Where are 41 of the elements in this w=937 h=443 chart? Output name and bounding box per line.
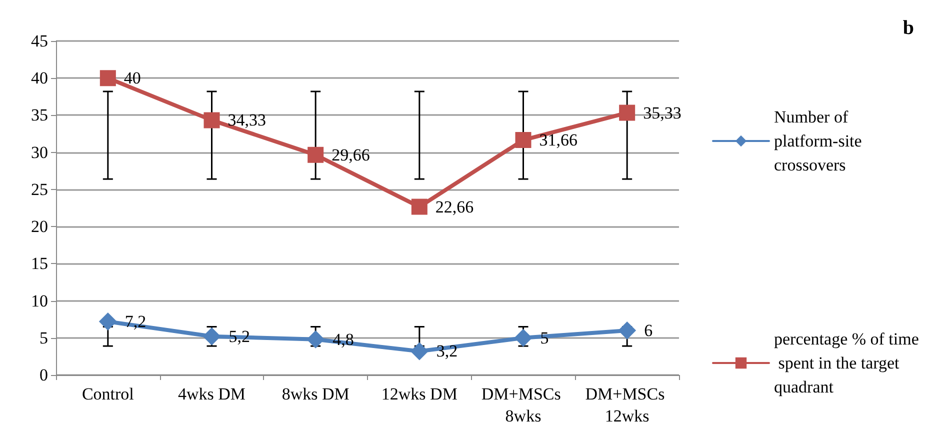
data-label: 40 bbox=[124, 68, 141, 88]
y-tick-label: 45 bbox=[31, 32, 48, 50]
data-label: 5 bbox=[540, 328, 549, 348]
point bbox=[410, 342, 428, 360]
point bbox=[204, 112, 220, 128]
point bbox=[202, 327, 221, 346]
y-tick-label: 5 bbox=[40, 328, 48, 348]
point bbox=[100, 70, 116, 86]
y-tick-label: 15 bbox=[31, 254, 48, 274]
data-label: 35,33 bbox=[643, 103, 682, 122]
point bbox=[619, 104, 636, 121]
y-tick-label: 20 bbox=[31, 217, 48, 236]
x-tick-label: DM+MSCs 12wks bbox=[585, 384, 669, 426]
y-tick-label: 40 bbox=[31, 68, 48, 88]
data-label: 22,66 bbox=[435, 197, 474, 216]
point bbox=[98, 312, 117, 331]
data-label: 31,66 bbox=[539, 130, 578, 150]
point bbox=[411, 198, 428, 215]
text: b bbox=[902, 17, 914, 39]
x-tick-label: 8wks DM bbox=[282, 384, 350, 404]
point bbox=[308, 146, 324, 163]
data-label: 4,8 bbox=[332, 330, 354, 349]
data-label: 5,2 bbox=[228, 326, 250, 346]
data-label: 34,33 bbox=[228, 110, 266, 130]
y-tick-label: 10 bbox=[31, 291, 48, 310]
y-tick-label: 30 bbox=[31, 142, 48, 162]
point bbox=[618, 321, 636, 340]
point bbox=[515, 132, 532, 148]
y-tick-label: 35 bbox=[31, 106, 48, 125]
y-tick-label: 25 bbox=[31, 180, 48, 199]
x-tick-label: DM+MSCs 8wks bbox=[481, 384, 566, 426]
data-label: 29,66 bbox=[332, 145, 370, 164]
point bbox=[306, 330, 325, 348]
data-label: 6 bbox=[644, 320, 653, 340]
point bbox=[514, 328, 532, 347]
x-tick-label: Control bbox=[82, 384, 134, 404]
legend-label: percentage % of time spent in the target quadrant bbox=[774, 330, 919, 396]
x-tick-label: 4wks DM bbox=[178, 384, 246, 404]
legend-label: Number of platform-site crossovers bbox=[774, 108, 866, 174]
y-tick-label: 0 bbox=[40, 366, 48, 384]
x-tick-label: 12wks DM bbox=[381, 384, 458, 404]
